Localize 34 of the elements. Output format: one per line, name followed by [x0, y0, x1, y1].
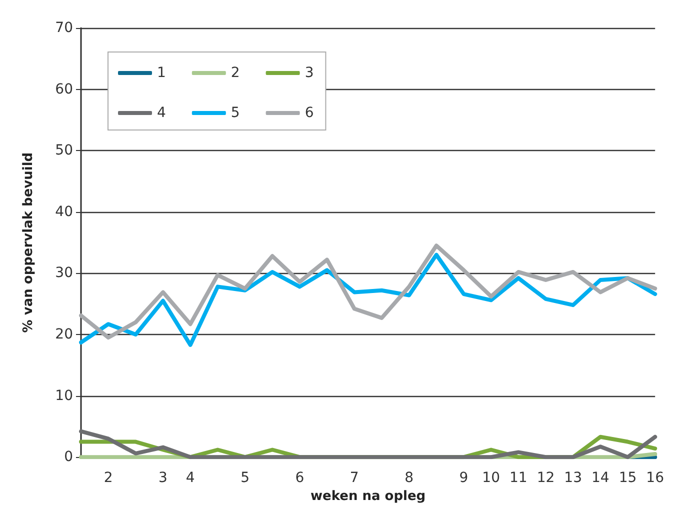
x-tick-label: 10	[482, 470, 500, 486]
x-tick-label: 14	[592, 470, 610, 486]
legend-label: 4	[157, 105, 166, 121]
y-tick-label: 70	[55, 20, 73, 36]
x-tick-label: 12	[536, 470, 555, 486]
legend-label: 3	[304, 65, 314, 81]
x-tick-label: 2	[104, 470, 113, 486]
y-tick-label: 40	[55, 204, 73, 220]
line-series	[79, 244, 658, 340]
x-tick-label: 9	[459, 470, 468, 486]
x-tick-label: 4	[186, 470, 195, 486]
x-tick-label: 15	[618, 470, 637, 486]
x-tick-label: 16	[646, 470, 664, 486]
y-tick-label: 50	[55, 142, 73, 159]
y-tick-label: 60	[55, 81, 73, 98]
x-tick-label: 3	[158, 470, 168, 486]
legend-label: 6	[304, 105, 314, 121]
line-series	[79, 429, 658, 460]
x-tick-label: 13	[564, 470, 582, 486]
y-tick-label: 30	[55, 265, 73, 282]
y-axis-title: % van oppervlak bevuild	[21, 152, 36, 333]
y-tick-label: 10	[55, 388, 73, 404]
y-tick-label: 0	[64, 449, 73, 466]
x-tick-label: 8	[404, 470, 414, 486]
legend-label: 5	[230, 105, 240, 121]
x-tick-label: 5	[240, 470, 250, 486]
line-series	[79, 252, 658, 347]
x-tick-label: 6	[295, 470, 304, 486]
x-tick-label: 11	[509, 470, 528, 486]
y-tick-label: 20	[55, 326, 73, 342]
x-tick-label: 7	[350, 470, 359, 486]
legend-label: 2	[230, 65, 240, 81]
x-axis-title: weken na opleg	[310, 489, 426, 504]
legend-label: 1	[157, 65, 166, 81]
